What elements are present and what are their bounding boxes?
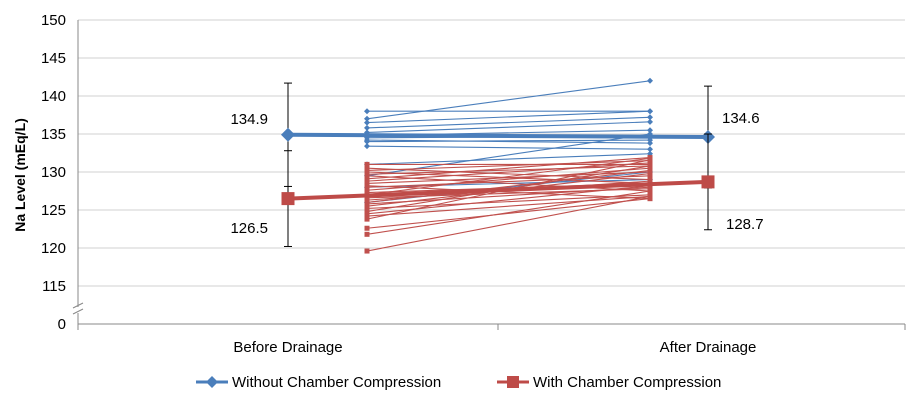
individual-line-0-4 bbox=[366, 121, 651, 134]
individual-line-1-9 bbox=[366, 185, 651, 200]
individual-point-0-1-1 bbox=[647, 77, 653, 84]
individual-point-0-2-1 bbox=[647, 108, 653, 115]
legend-marker-1 bbox=[507, 376, 519, 388]
individual-point-1-24-0 bbox=[364, 225, 370, 231]
individual-line-1-24 bbox=[366, 198, 651, 229]
individual-line-0-1 bbox=[366, 80, 651, 120]
individual-line-0-9 bbox=[366, 139, 651, 143]
individual-point-1-10-0 bbox=[364, 184, 370, 190]
mean-value-label-0-1: 134.6 bbox=[722, 110, 760, 127]
individual-line-1-13 bbox=[366, 157, 651, 196]
individual-point-1-26-0 bbox=[364, 248, 370, 254]
individual-line-0-2 bbox=[366, 110, 651, 124]
grid-layer bbox=[78, 19, 905, 287]
legend-label-0: Without Chamber Compression bbox=[232, 374, 441, 391]
individual-point-1-5-0 bbox=[364, 173, 370, 179]
y-tick-label-115: 115 bbox=[42, 278, 66, 295]
individual-line-0-3 bbox=[366, 116, 651, 129]
mean-value-label-1-1: 128.7 bbox=[726, 216, 764, 233]
individual-point-0-10-0 bbox=[364, 143, 370, 150]
individual-point-1-25-1 bbox=[647, 188, 653, 194]
mean-marker-0-0 bbox=[281, 127, 295, 142]
mean-value-label-0-0: 134.9 bbox=[230, 111, 268, 128]
individual-line-1-11 bbox=[366, 167, 651, 191]
individual-line-1-16 bbox=[366, 169, 651, 203]
individual-line-1-25 bbox=[366, 190, 651, 235]
individual-line-1-2 bbox=[366, 160, 651, 172]
individual-lines-layer bbox=[364, 77, 653, 254]
x-category-label-0: Before Drainage bbox=[233, 339, 342, 356]
mean-line-0 bbox=[287, 132, 709, 140]
y-tick-label-130: 130 bbox=[41, 164, 66, 181]
individual-line-1-6 bbox=[366, 157, 651, 180]
individual-point-0-0-0 bbox=[364, 108, 370, 115]
legend-label-1: With Chamber Compression bbox=[533, 374, 721, 391]
mean-series-layer bbox=[281, 82, 715, 247]
labels-layer: Na Level (mEq/L) 150 145 140 135 130 125 120 11… bbox=[12, 12, 764, 356]
individual-point-1-15-1 bbox=[647, 178, 653, 184]
individual-point-0-4-1 bbox=[647, 118, 653, 125]
individual-line-1-7 bbox=[366, 162, 651, 182]
individual-point-0-9-0 bbox=[364, 138, 370, 145]
axis-break-mark-2 bbox=[72, 308, 84, 315]
individual-point-1-18-1 bbox=[647, 171, 653, 177]
y-tick-label-135: 135 bbox=[41, 126, 66, 143]
individual-line-1-10 bbox=[366, 175, 651, 188]
individual-point-1-26-1 bbox=[647, 193, 653, 199]
legend: Without Chamber Compression With Chamber … bbox=[196, 374, 721, 391]
individual-point-0-3-0 bbox=[364, 124, 370, 131]
individual-point-1-19-0 bbox=[364, 205, 370, 211]
y-tick-label-140: 140 bbox=[41, 88, 66, 105]
y-tick-label-0: 0 bbox=[58, 316, 66, 333]
individual-point-0-8-1 bbox=[647, 140, 653, 147]
individual-point-1-7-1 bbox=[647, 160, 653, 166]
individual-line-0-11 bbox=[366, 153, 651, 165]
individual-point-1-23-0 bbox=[364, 216, 370, 222]
individual-line-1-19 bbox=[366, 194, 651, 210]
y-tick-label-125: 125 bbox=[41, 202, 66, 219]
individual-point-1-22-0 bbox=[364, 213, 370, 219]
individual-point-1-20-1 bbox=[647, 163, 653, 169]
individual-point-1-0-0 bbox=[364, 161, 370, 167]
x-category-label-1: After Drainage bbox=[660, 339, 757, 356]
individual-point-0-6-1 bbox=[647, 127, 653, 134]
individual-line-0-8 bbox=[366, 139, 651, 144]
individual-line-1-26 bbox=[366, 195, 651, 252]
mean-marker-1-1 bbox=[701, 175, 715, 189]
y-axis-title: Na Level (mEq/L) bbox=[12, 118, 28, 232]
mean-line-1 bbox=[287, 179, 709, 201]
individual-point-1-23-1 bbox=[647, 157, 653, 163]
individual-point-1-16-1 bbox=[647, 167, 653, 173]
y-tick-label-120: 120 bbox=[41, 240, 66, 257]
individual-line-1-4 bbox=[366, 165, 651, 175]
individual-point-0-10-1 bbox=[647, 146, 653, 153]
axis-break-mark-1 bbox=[72, 302, 84, 309]
individual-line-1-22 bbox=[366, 195, 651, 217]
mean-value-label-1-0: 126.5 bbox=[230, 220, 268, 237]
individual-point-0-1-0 bbox=[364, 115, 370, 122]
mean-marker-1-0 bbox=[281, 192, 295, 206]
individual-line-0-10 bbox=[366, 145, 651, 150]
individual-point-0-3-1 bbox=[647, 114, 653, 121]
individual-point-0-2-0 bbox=[364, 119, 370, 126]
legend-marker-0 bbox=[206, 376, 218, 388]
y-tick-label-150: 150 bbox=[41, 12, 66, 29]
axis-layer bbox=[72, 20, 906, 330]
individual-point-1-25-0 bbox=[364, 231, 370, 237]
y-tick-label-145: 145 bbox=[41, 50, 66, 67]
